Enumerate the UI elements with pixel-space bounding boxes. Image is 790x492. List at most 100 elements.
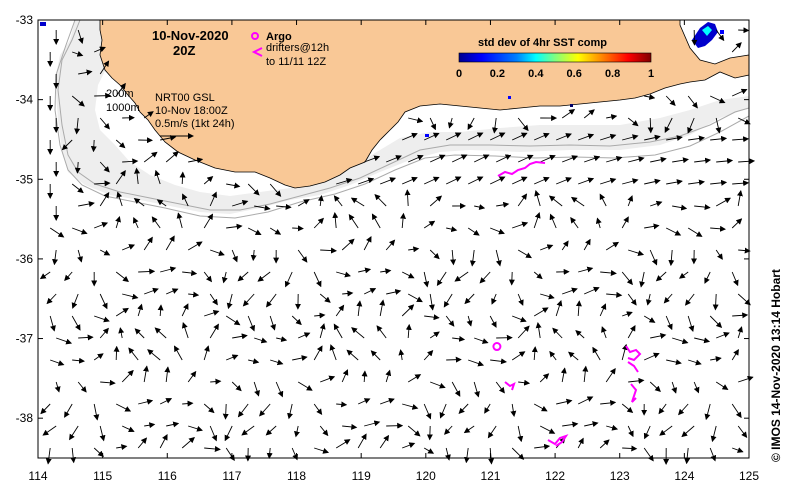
current-vector [583, 238, 591, 251]
current-vector [495, 381, 505, 394]
current-vector [78, 334, 94, 341]
current-vector [627, 425, 634, 438]
current-vector [253, 381, 260, 397]
current-vector [423, 132, 440, 141]
current-vector [71, 95, 85, 107]
current-vector [599, 439, 610, 449]
current-vector [333, 195, 343, 207]
current-vector [606, 291, 623, 298]
current-vector [319, 293, 331, 303]
current-vector [561, 240, 569, 251]
current-vector [118, 327, 125, 339]
current-vector [297, 381, 313, 391]
current-vector [408, 117, 424, 124]
current-vector [269, 227, 282, 235]
current-vector [539, 425, 556, 434]
current-vector [99, 191, 110, 207]
lon-tick-label: 124 [674, 469, 694, 483]
current-vector [181, 303, 189, 317]
current-vector [663, 293, 673, 304]
current-vector [49, 315, 56, 332]
current-vector [715, 29, 725, 42]
current-vector [584, 286, 600, 295]
current-vector [151, 216, 161, 229]
current-vector [226, 293, 233, 310]
current-vector [659, 425, 673, 436]
current-vector [577, 437, 584, 449]
current-vector [693, 381, 700, 394]
current-vector [731, 403, 742, 419]
current-vector [561, 109, 576, 119]
current-vector [665, 315, 673, 331]
current-vector [429, 331, 440, 339]
current-vector [122, 293, 139, 300]
current-vector [77, 381, 87, 393]
current-vector [716, 157, 734, 164]
current-vector [379, 299, 386, 317]
current-vector [333, 323, 343, 339]
current-vector [259, 403, 271, 417]
current-vector [346, 349, 359, 361]
latitude-axis: -33 -34 -35 -36 -37 -38 [16, 13, 34, 425]
current-vector [650, 200, 663, 207]
current-vector [450, 249, 457, 266]
drifter-tracks [497, 160, 642, 447]
current-vector [484, 403, 491, 414]
current-vector [539, 373, 550, 383]
current-vector [39, 271, 51, 280]
current-vector [313, 217, 324, 229]
current-vector [94, 180, 111, 187]
current-vector [292, 355, 308, 362]
current-vector-field [39, 27, 756, 465]
current-vector [42, 425, 57, 436]
current-vector [147, 349, 161, 361]
lon-tick-label: 119 [352, 469, 371, 483]
current-vector [380, 268, 392, 275]
current-vector [408, 246, 420, 253]
current-vector [512, 315, 527, 323]
current-vector [621, 343, 628, 361]
current-vector [712, 293, 719, 311]
current-vector [595, 217, 602, 229]
current-vector [511, 447, 525, 460]
current-vector [444, 425, 453, 435]
current-vector [176, 212, 183, 229]
current-vector [265, 293, 277, 308]
current-vector [386, 289, 402, 295]
current-vector [606, 155, 623, 163]
current-vector [232, 333, 248, 340]
current-vector [297, 249, 308, 263]
current-vector [534, 176, 550, 185]
current-vector [600, 269, 617, 276]
current-vector [297, 199, 310, 207]
current-vector [71, 315, 81, 331]
current-vector [694, 204, 711, 211]
current-vector [144, 422, 156, 429]
current-vector [490, 358, 507, 365]
current-vector [319, 323, 326, 339]
current-vector [578, 133, 595, 141]
current-vector [45, 447, 52, 465]
current-vector [402, 442, 416, 449]
lat-tick-label: -36 [16, 252, 34, 266]
current-vector [710, 356, 722, 362]
current-vector [647, 117, 654, 134]
current-vector [570, 216, 579, 229]
current-vector [710, 425, 717, 443]
current-vector [489, 132, 506, 141]
current-vector [517, 425, 524, 443]
current-vector [164, 366, 171, 383]
current-vector [121, 369, 134, 383]
current-vector [577, 396, 594, 405]
current-vector [99, 249, 111, 256]
current-vector [320, 247, 337, 254]
drifter-track [547, 434, 569, 447]
longitude-axis: 114 115 116 117 118 119 120 121 122 123 124 125 [28, 469, 759, 483]
lat-tick-label: -38 [16, 411, 34, 425]
current-vector [156, 199, 167, 207]
current-vector [668, 249, 675, 267]
current-vector [221, 271, 228, 284]
current-vector [364, 420, 381, 427]
current-vector [54, 381, 61, 393]
current-vector [74, 117, 81, 135]
